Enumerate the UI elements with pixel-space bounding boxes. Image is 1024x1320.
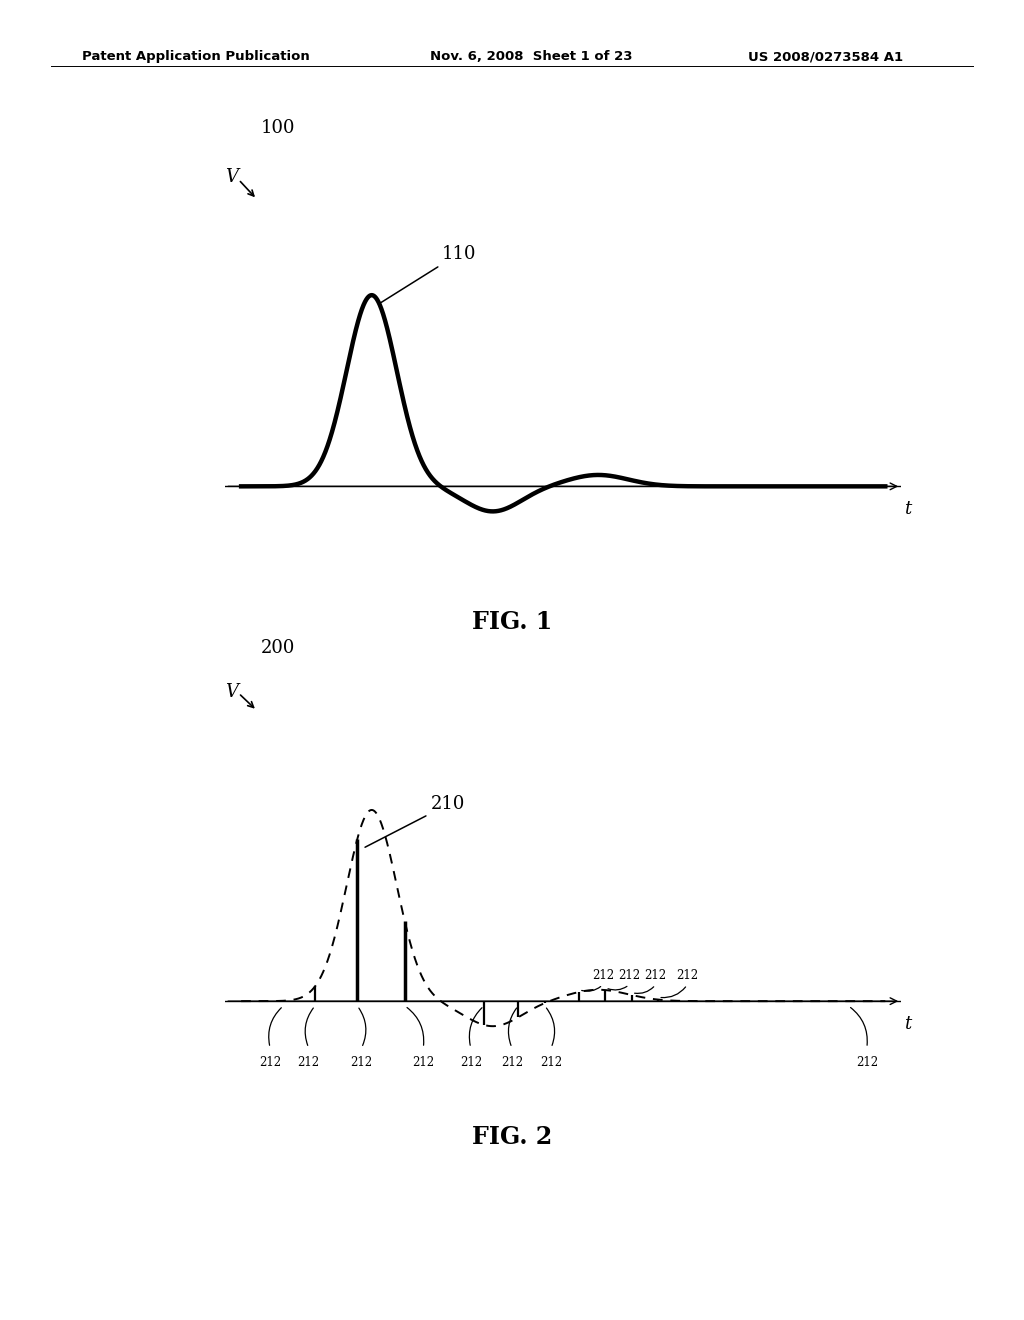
Text: 212: 212 [413,1056,434,1069]
Text: 212: 212 [460,1056,482,1069]
Text: 100: 100 [261,119,296,137]
Text: V: V [225,682,239,701]
Text: FIG. 1: FIG. 1 [472,610,552,634]
Text: FIG. 2: FIG. 2 [472,1125,552,1148]
Text: 212: 212 [501,1056,523,1069]
Text: t: t [904,500,911,519]
Text: 210: 210 [365,796,466,847]
Text: Patent Application Publication: Patent Application Publication [82,50,309,63]
Text: V: V [225,168,239,186]
Text: Nov. 6, 2008  Sheet 1 of 23: Nov. 6, 2008 Sheet 1 of 23 [430,50,633,63]
Text: 212: 212 [644,969,667,982]
Text: t: t [904,1015,911,1034]
Text: 212: 212 [856,1056,878,1069]
Text: 212: 212 [676,969,698,982]
Text: 212: 212 [540,1056,562,1069]
Text: 200: 200 [261,639,296,657]
Text: 212: 212 [350,1056,373,1069]
Text: 110: 110 [380,244,476,304]
Text: 212: 212 [259,1056,282,1069]
Text: 212: 212 [618,969,640,982]
Text: 212: 212 [298,1056,319,1069]
Text: US 2008/0273584 A1: US 2008/0273584 A1 [748,50,902,63]
Text: 212: 212 [592,969,613,982]
